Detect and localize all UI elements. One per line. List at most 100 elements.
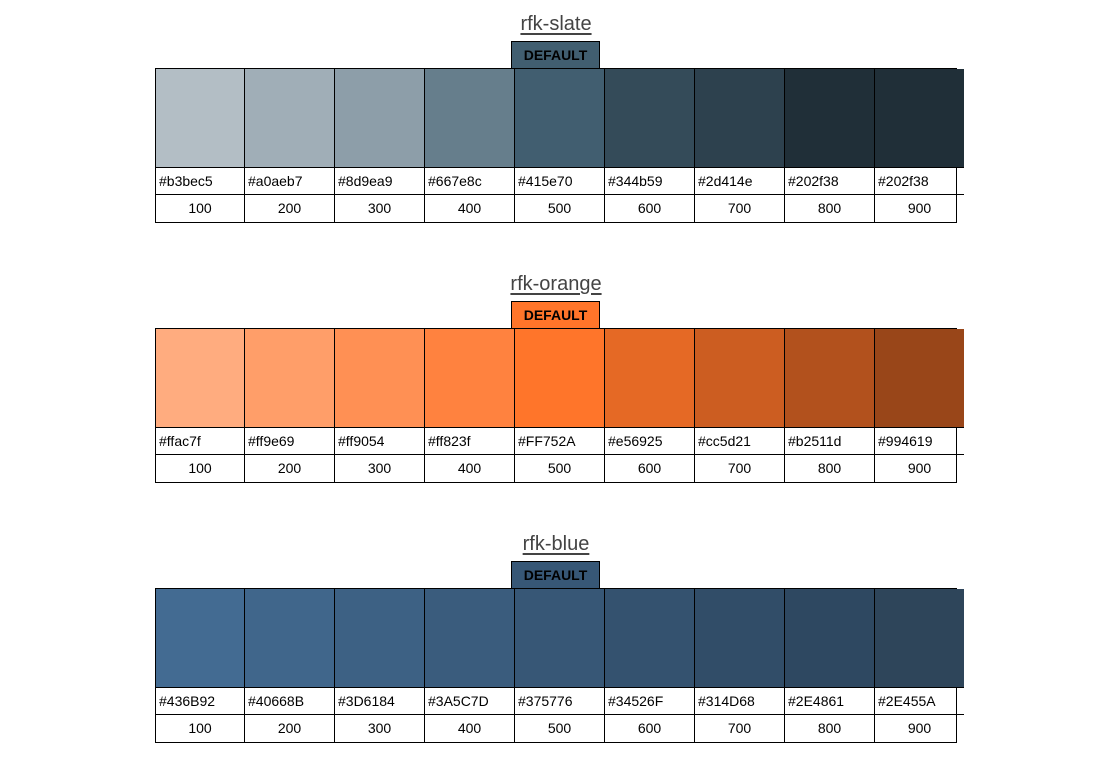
color-swatch — [515, 69, 604, 168]
swatch-column: #e56925 600 — [604, 329, 694, 482]
swatch-column: #2d414e 700 — [694, 69, 784, 222]
swatch-column: #436B92 100 — [156, 589, 244, 742]
swatch-column: #ff9054 300 — [334, 329, 424, 482]
default-badge: DEFAULT — [511, 561, 600, 588]
hex-code: #436B92 — [156, 688, 244, 715]
shade-value: 300 — [367, 720, 392, 736]
swatch-column: #34526F 600 — [604, 589, 694, 742]
swatch-column: #202f38 900 — [874, 69, 964, 222]
swatch-column: #202f38 800 — [784, 69, 874, 222]
hex-code: #415e70 — [515, 168, 604, 195]
swatch-column: #375776 500 — [514, 589, 604, 742]
hex-code: #2E4861 — [785, 688, 874, 715]
color-swatch — [335, 589, 424, 688]
color-swatch — [695, 69, 784, 168]
hex-code: #FF752A — [515, 428, 604, 455]
hex-code: #8d9ea9 — [335, 168, 424, 195]
shade-value: 400 — [457, 200, 482, 216]
hex-code: #2E455A — [875, 688, 964, 715]
hex-code: #314D68 — [695, 688, 784, 715]
color-swatch — [875, 69, 964, 168]
shade-value: 400 — [457, 460, 482, 476]
hex-code: #a0aeb7 — [245, 168, 334, 195]
hex-code: #b3bec5 — [156, 168, 244, 195]
shade-value: 200 — [277, 460, 302, 476]
swatch-column: #2E4861 800 — [784, 589, 874, 742]
color-swatch — [335, 69, 424, 168]
swatch-column: #40668B 200 — [244, 589, 334, 742]
hex-code: #3A5C7D — [425, 688, 514, 715]
swatch-grid: #b3bec5 100 #a0aeb7 200 #8d9ea9 300 #667e8c… — [155, 68, 964, 223]
shade-value: 800 — [817, 200, 842, 216]
shade-value: 600 — [637, 460, 662, 476]
swatch-column: #b3bec5 100 — [156, 69, 244, 222]
hex-code: #ff823f — [425, 428, 514, 455]
color-swatch — [425, 69, 514, 168]
color-swatch — [515, 589, 604, 688]
color-swatch — [875, 329, 964, 428]
hex-code: #40668B — [245, 688, 334, 715]
color-swatch — [785, 69, 874, 168]
swatch-column: #8d9ea9 300 — [334, 69, 424, 222]
color-swatch — [156, 329, 244, 428]
swatch-column: #667e8c 400 — [424, 69, 514, 222]
shade-value: 400 — [457, 720, 482, 736]
shade-value: 100 — [188, 200, 212, 216]
shade-value: 800 — [817, 460, 842, 476]
swatch-column: #3A5C7D 400 — [424, 589, 514, 742]
swatch-column: #344b59 600 — [604, 69, 694, 222]
swatch-column: #a0aeb7 200 — [244, 69, 334, 222]
swatch-column: #ff9e69 200 — [244, 329, 334, 482]
hex-code: #202f38 — [785, 168, 874, 195]
swatch-column: #ffac7f 100 — [156, 329, 244, 482]
color-swatch — [875, 589, 964, 688]
shade-value: 200 — [277, 200, 302, 216]
color-swatch — [785, 329, 874, 428]
shade-value: 900 — [907, 720, 932, 736]
color-swatch — [785, 589, 874, 688]
shade-value: 500 — [547, 200, 572, 216]
shade-value: 700 — [727, 460, 752, 476]
shade-value: 900 — [907, 460, 932, 476]
hex-code: #344b59 — [605, 168, 694, 195]
palette-title: rfk-blue — [522, 533, 590, 555]
color-swatch — [605, 329, 694, 428]
hex-code: #2d414e — [695, 168, 784, 195]
hex-code: #b2511d — [785, 428, 874, 455]
swatch-column: #994619 900 — [874, 329, 964, 482]
color-swatch — [425, 329, 514, 428]
palette-title: rfk-slate — [520, 13, 592, 35]
palette-title: rfk-orange — [510, 273, 602, 295]
shade-value: 800 — [817, 720, 842, 736]
shade-value: 700 — [727, 200, 752, 216]
swatch-column: #cc5d21 700 — [694, 329, 784, 482]
swatch-column: #3D6184 300 — [334, 589, 424, 742]
color-swatch — [425, 589, 514, 688]
hex-code: #ffac7f — [156, 428, 244, 455]
color-swatch — [335, 329, 424, 428]
color-swatch — [695, 329, 784, 428]
hex-code: #994619 — [875, 428, 964, 455]
default-badge: DEFAULT — [511, 301, 600, 328]
hex-code: #ff9054 — [335, 428, 424, 455]
color-swatch — [245, 329, 334, 428]
hex-code: #e56925 — [605, 428, 694, 455]
shade-value: 100 — [188, 720, 212, 736]
hex-code: #34526F — [605, 688, 694, 715]
shade-value: 900 — [907, 200, 932, 216]
swatch-column: #314D68 700 — [694, 589, 784, 742]
shade-value: 500 — [547, 460, 572, 476]
swatch-grid: #ffac7f 100 #ff9e69 200 #ff9054 300 #ff823f… — [155, 328, 964, 483]
hex-code: #202f38 — [875, 168, 964, 195]
shade-value: 600 — [637, 200, 662, 216]
default-badge: DEFAULT — [511, 41, 600, 68]
color-swatch — [156, 69, 244, 168]
swatch-grid: #436B92 100 #40668B 200 #3D6184 300 #3A5C7D… — [155, 588, 964, 743]
color-swatch — [695, 589, 784, 688]
swatch-column: #FF752A 500 — [514, 329, 604, 482]
hex-code: #667e8c — [425, 168, 514, 195]
shade-value: 500 — [547, 720, 572, 736]
color-swatch — [605, 589, 694, 688]
swatch-column: #415e70 500 — [514, 69, 604, 222]
shade-value: 300 — [367, 200, 392, 216]
